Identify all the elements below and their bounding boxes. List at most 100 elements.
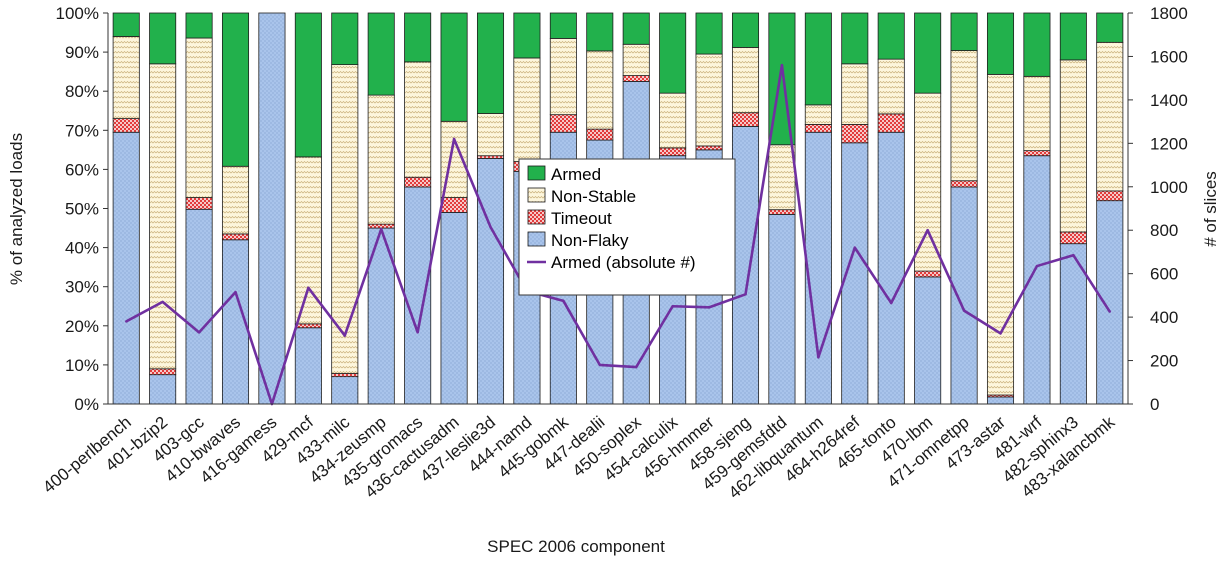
bar-non-flaky-403-gcc: [185, 208, 213, 405]
line-point-458-sjeng: [744, 293, 747, 296]
bar-non-stable-429-mcf: [294, 156, 322, 325]
bar-non-flaky-433-milc: [331, 376, 359, 405]
line-point-400-perlbench: [125, 320, 128, 323]
line-point-410-bwaves: [234, 290, 237, 294]
bar-non-stable-450-soplex: [622, 43, 650, 76]
bar-non-flaky-400-perlbench: [112, 131, 140, 405]
y2-axis-title: # of slices: [1201, 171, 1220, 247]
line-point-429-mcf: [307, 286, 310, 289]
bar-non-stable-481-wrf: [1023, 75, 1051, 152]
bar-armed-481-wrf: [1023, 12, 1051, 77]
line-point-436-cactusadm: [452, 137, 456, 141]
bar-armed-454-calculix: [659, 12, 687, 94]
line-point-433-milc: [343, 334, 346, 337]
legend-box: [518, 158, 736, 296]
y2-tick-label: 1400: [1150, 91, 1188, 110]
bar-timeout-481-wrf: [1023, 150, 1051, 157]
bar-non-stable-403-gcc: [185, 37, 213, 198]
y-tick-label: 60%: [65, 160, 99, 179]
bar-timeout-470-lbm: [914, 270, 942, 278]
bar-non-stable-433-milc: [331, 64, 359, 374]
bar-timeout-429-mcf: [294, 323, 322, 329]
bar-armed-403-gcc: [185, 12, 213, 39]
bar-non-stable-454-calculix: [659, 92, 687, 149]
bar-non-stable-401-bzip2: [149, 63, 177, 370]
bar-armed-437-leslie3d: [476, 12, 505, 114]
bar-timeout-471-omnetpp: [950, 180, 978, 188]
bar-non-stable-435-gromacs: [404, 61, 432, 178]
y-tick-label: 90%: [65, 43, 99, 62]
line-point-471-omnetpp: [962, 309, 966, 312]
y-tick-label: 40%: [65, 239, 99, 258]
legend: Armed Non-Stable Timeout Non-Flaky Armed…: [518, 158, 736, 296]
bar-non-stable-462-libquantum: [804, 104, 832, 125]
legend-swatch-non-stable: [527, 187, 546, 203]
bar-non-stable-483-xalancbmk: [1096, 41, 1124, 192]
line-point-482-sphinx3: [1072, 254, 1075, 257]
y-axis-title: % of analyzed loads: [7, 133, 26, 285]
legend-swatch-non-flaky: [527, 231, 546, 247]
bar-armed-473-astar: [986, 12, 1015, 75]
line-armed-absolute: [125, 63, 1111, 406]
bar-non-flaky-436-cactusadm: [440, 212, 468, 405]
bar-timeout-464-h264ref: [841, 124, 869, 144]
y-tick-label: 30%: [65, 278, 99, 297]
bar-armed-444-namd: [513, 12, 541, 59]
bar-non-flaky-483-xalancbmk: [1096, 200, 1124, 405]
bar-non-stable-410-bwaves: [221, 165, 250, 235]
y2-tick-label: 1000: [1150, 178, 1188, 197]
bar-non-flaky-481-wrf: [1023, 155, 1051, 405]
line-point-435-gromacs: [416, 331, 419, 334]
line-point-437-leslie3d: [489, 225, 492, 229]
y2-tick-label: 0: [1150, 395, 1159, 414]
y-tick-label: 50%: [65, 200, 99, 219]
bar-timeout-401-bzip2: [149, 368, 177, 376]
legend-swatch-timeout: [527, 209, 546, 225]
bar-timeout-458-sjeng: [731, 112, 760, 127]
line-point-454-calculix: [671, 305, 674, 308]
y2-tick-label: 400: [1150, 308, 1178, 327]
line-point-483-xalancbmk: [1108, 310, 1111, 313]
bar-timeout-403-gcc: [185, 197, 213, 210]
line-point-450-soplex: [635, 365, 638, 369]
bar-armed-445-gobmk: [549, 12, 577, 39]
bar-timeout-433-milc: [331, 373, 359, 378]
bar-non-flaky-429-mcf: [294, 327, 322, 405]
legend-label-non-flaky: Non-Flaky: [551, 231, 629, 250]
bar-timeout-436-cactusadm: [440, 197, 468, 213]
bar-non-stable-456-hmmer: [695, 53, 723, 147]
bar-non-stable-473-astar: [986, 73, 1015, 396]
bar-timeout-456-hmmer: [695, 145, 723, 151]
bar-non-flaky-465-tonto: [877, 131, 905, 405]
bar-armed-429-mcf: [294, 12, 322, 158]
bar-armed-436-cactusadm: [440, 12, 468, 122]
bar-non-stable-458-sjeng: [731, 47, 760, 114]
bar-timeout-437-leslie3d: [476, 155, 505, 159]
bar-non-stable-447-dealii: [586, 50, 614, 130]
bar-timeout-445-gobmk: [549, 114, 577, 133]
bar-timeout-483-xalancbmk: [1096, 190, 1124, 202]
bar-non-stable-434-zeusmp: [367, 94, 395, 225]
line-point-470-lbm: [926, 229, 929, 232]
bar-timeout-400-perlbench: [112, 118, 140, 133]
y2-tick-label: 200: [1150, 352, 1178, 371]
bar-timeout-465-tonto: [877, 113, 905, 133]
line-point-473-astar: [999, 332, 1002, 335]
line-point-403-gcc: [197, 331, 201, 334]
legend-label-timeout: Timeout: [551, 209, 612, 228]
legend-item-armed: Armed: [527, 165, 601, 184]
legend-item-non-stable: Non-Stable: [527, 187, 636, 206]
bar-timeout-459-gemsfdtd: [768, 209, 796, 215]
y-tick-label: 10%: [65, 356, 99, 375]
legend-label-armed: Armed: [551, 165, 601, 184]
bar-armed-401-bzip2: [149, 12, 177, 65]
bar-non-stable-444-namd: [513, 57, 541, 162]
bar-non-flaky-435-gromacs: [404, 186, 432, 405]
y-tick-label: 80%: [65, 82, 99, 101]
line-point-481-wrf: [1035, 264, 1039, 268]
bar-non-flaky-458-sjeng: [731, 125, 760, 405]
y-tick-label: 20%: [65, 317, 99, 336]
bar-non-flaky-471-omnetpp: [950, 186, 978, 405]
bar-armed-462-libquantum: [804, 12, 832, 106]
